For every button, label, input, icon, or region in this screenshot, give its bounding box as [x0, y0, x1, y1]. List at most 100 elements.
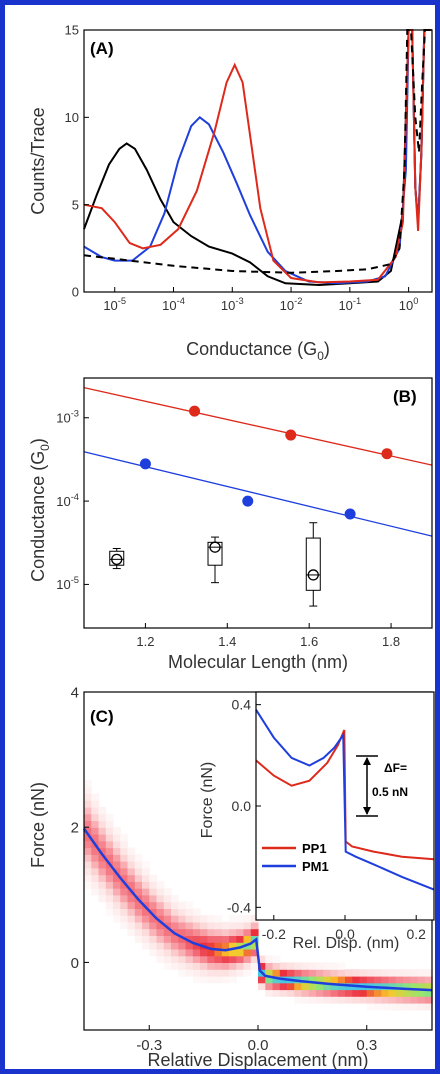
panel-c-heatmap-cell — [105, 840, 114, 849]
panel-c-heatmap-cell — [149, 881, 158, 889]
panel-c-heatmap-cell — [359, 989, 368, 997]
panel-c-y-tick-label: 2 — [71, 820, 79, 837]
panel-c-heatmap-cell — [229, 921, 237, 930]
panel-c-heatmap-cell — [156, 928, 165, 936]
panel-c-heatmap-cell — [294, 989, 303, 997]
panel-c-heatmap-cell — [105, 881, 114, 889]
panel-c-heatmap-cell — [403, 1003, 411, 1011]
panel-c-heatmap-cell — [192, 948, 201, 957]
panel-c-heatmap-cell — [236, 935, 245, 943]
panel-c-heatmap-cell — [250, 955, 259, 963]
panel-c-heatmap-cell — [221, 948, 230, 957]
panel-c-heatmap-cell — [243, 955, 252, 963]
panel-c-heatmap-cell — [91, 888, 100, 896]
panel-c-heatmap-cell — [236, 915, 245, 923]
panel-b-data-point — [189, 405, 201, 417]
panel-c-heatmap-cell — [120, 867, 129, 876]
panel-c-heatmap-cell — [120, 915, 129, 923]
panel-c-heatmap-cell — [279, 989, 288, 997]
panel-c-heatmap-cell — [134, 915, 143, 923]
panel-c-heatmap-cell — [200, 955, 208, 963]
panel-b-y-tick-label: 10-3 — [56, 408, 79, 425]
panel-c-heatmap-cell — [316, 989, 324, 997]
panel-c-heatmap-cell — [395, 982, 404, 991]
panel-c-heatmap-cell — [113, 881, 121, 889]
panel-c-heatmap-cell — [185, 935, 194, 943]
panel-c-heatmap-cell — [84, 820, 92, 828]
inset-series-line-pm1 — [255, 709, 435, 891]
panel-c-heatmap-cell — [410, 975, 419, 984]
panel-c-heatmap-cell — [272, 982, 281, 991]
panel-c-heatmap-cell — [200, 928, 208, 936]
panel-b: 1.2 1.4 1.6 1.8 10-5 10-4 10-3 (B) Conductance… — [28, 377, 433, 672]
panel-c-heatmap-cell — [156, 901, 165, 909]
panel-c-heatmap-cell — [417, 982, 426, 991]
panel-c-heatmap-cell — [142, 908, 150, 916]
panel-c-heatmap-cell — [192, 969, 201, 977]
panel-c-heatmap-cell — [337, 996, 346, 1004]
panel-c-heatmap-cell — [163, 908, 172, 916]
panel-b-data-point — [242, 495, 254, 507]
panel-c-heatmap-cell — [127, 894, 136, 903]
panel-b-x-tick-label: 1.8 — [382, 634, 400, 649]
panel-c-heatmap-cell — [120, 854, 129, 862]
panel-c-heatmap-cell — [272, 989, 281, 997]
panel-c-heatmap-cell — [323, 982, 332, 991]
panel-c-heatmap-cell — [250, 928, 259, 936]
panel-a-series-line-4 — [83, 29, 432, 274]
panel-c-heatmap-cell — [120, 894, 129, 903]
panel-c-heatmap-cell — [84, 847, 92, 855]
panel-c-heatmap-cell — [105, 834, 114, 842]
panel-c-heatmap-cell — [287, 962, 295, 970]
panel-c-heatmap-cell — [250, 942, 259, 950]
panel-c-heatmap-cell — [156, 935, 165, 943]
panel-c-heatmap-cell — [352, 989, 361, 997]
panel-c-heatmap-cell — [91, 800, 100, 808]
panel-c-heatmap-cell — [381, 969, 390, 977]
panel-b-axes-frame — [83, 377, 433, 629]
panel-c-heatmap-cell — [185, 921, 194, 930]
panel-c-heatmap-cell — [345, 969, 353, 977]
panel-b-x-tick-label: 1.4 — [218, 634, 236, 649]
panel-c-heatmap-cell — [192, 908, 201, 916]
panel-c-heatmap-cell — [171, 942, 179, 950]
panel-c-heatmap-cell — [98, 867, 107, 876]
panel-a-x-tick-label: 10-2 — [280, 296, 303, 313]
panel-a-x-tick-label: 10-4 — [162, 296, 185, 313]
panel-c-heatmap-cell — [287, 982, 295, 991]
panel-c-heatmap-cell — [200, 969, 208, 977]
panel-c-heatmap-cell — [142, 867, 150, 876]
panel-c-heatmap-cell — [178, 942, 187, 950]
panel-b-data-point — [381, 448, 393, 460]
panel-c-heatmap-cell — [374, 969, 382, 977]
panel-c-heatmap-cell — [127, 861, 136, 869]
panel-c-heatmap-cell — [207, 948, 216, 957]
inset-x-axis-label: Rel. Disp. (nm) — [293, 935, 400, 952]
panel-c-heatmap-cell — [127, 881, 136, 889]
panel-c-heatmap-cell — [388, 969, 397, 977]
panel-c-mean-force-line — [82, 827, 433, 992]
panel-c-heatmap-cell — [403, 969, 411, 977]
panel-c-heatmap-cell — [98, 894, 107, 903]
panel-b-y-tick-label: 10-4 — [56, 492, 79, 509]
panel-a-y-tick-label: 5 — [72, 197, 79, 212]
panel-c-heatmap-cell — [134, 874, 143, 882]
panel-c-heatmap-cell — [229, 962, 237, 970]
panel-c-heatmap-cell — [330, 969, 339, 977]
panel-c-heatmap-cell — [171, 921, 179, 930]
panel-c-heatmap-cell — [207, 935, 216, 943]
panel-c-heatmap-cell — [91, 820, 100, 828]
panel-c-heatmap-cell — [120, 861, 129, 869]
panel-c-heatmap-cell — [395, 996, 404, 1004]
panel-c-heatmap-cell — [330, 996, 339, 1004]
panel-c-heatmap-cell — [323, 996, 332, 1004]
panel-a-label: (A) — [90, 39, 114, 58]
panel-c-heatmap-cell — [192, 921, 201, 930]
panel-c-heatmap-cell — [192, 942, 201, 950]
panel-c-heatmap-cell — [192, 928, 201, 936]
panel-c-heatmap-cell — [294, 969, 303, 977]
panel-c-heatmap-cell — [178, 921, 187, 930]
panel-c-heatmap-cell — [171, 901, 179, 909]
panel-c-heatmap-cell — [424, 982, 433, 991]
panel-c-heatmap-cell — [236, 921, 245, 930]
